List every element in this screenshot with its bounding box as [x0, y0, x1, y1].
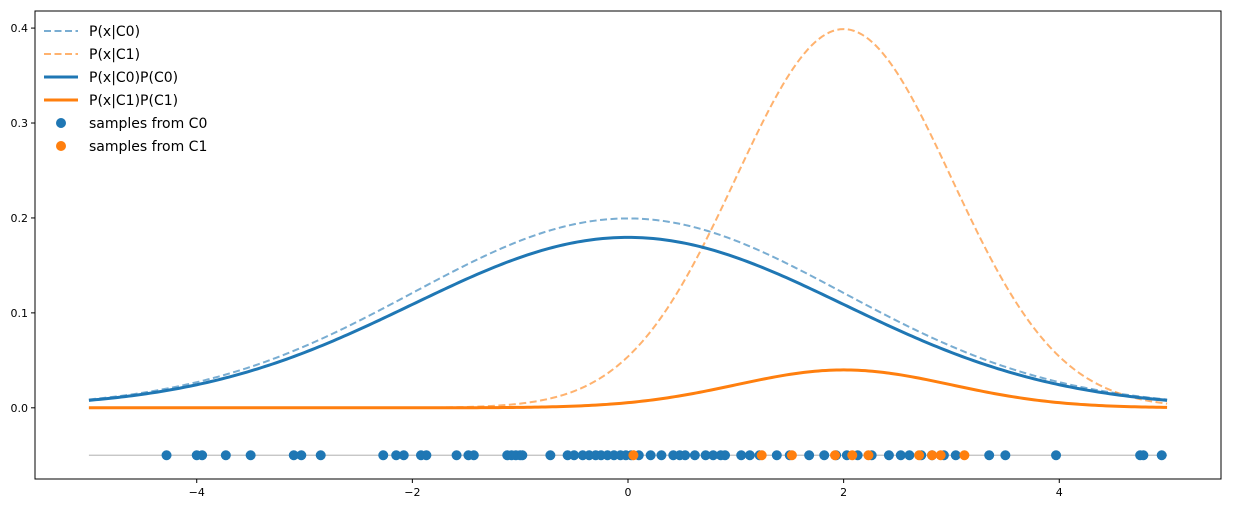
x-tick-label: −2	[404, 486, 420, 499]
series-line-2	[88, 28, 1168, 409]
legend: P(x|C0) P(x|C1) P(x|C0)P(C0) P(x|C1)P(C1) sa…	[44, 24, 207, 155]
sample-point-c0-35	[645, 450, 656, 461]
legend-label-4: P(x|C1)P(C1)	[89, 93, 178, 109]
sample-point-c0-4	[220, 450, 231, 461]
sample-point-c0-14	[451, 450, 462, 461]
sample-point-c1-7	[914, 450, 925, 461]
x-tick-label: 4	[1056, 486, 1063, 499]
sample-point-c0-24	[569, 450, 580, 461]
sample-point-c0-8	[315, 450, 326, 461]
x-tick-label: 2	[840, 486, 847, 499]
sample-point-c0-63	[984, 450, 995, 461]
sample-point-c1-8	[927, 450, 938, 461]
sample-point-c0-9	[378, 450, 389, 461]
sample-point-c0-67	[1138, 450, 1149, 461]
sample-point-c0-42	[708, 450, 719, 461]
sample-point-c0-6	[288, 450, 299, 461]
x-tick-label: 0	[625, 486, 632, 499]
sample-point-c0-64	[1000, 450, 1011, 461]
x-tick-label: −4	[189, 486, 205, 499]
legend-label-3: P(x|C0)P(C0)	[89, 70, 178, 86]
legend-swatch-6	[56, 141, 66, 151]
curves	[88, 28, 1168, 456]
sample-point-c0-68	[1156, 450, 1167, 461]
series-line-3	[88, 235, 1168, 402]
sample-point-c0-45	[736, 450, 747, 461]
sample-point-c0-48	[771, 450, 782, 461]
sample-point-c0-7	[296, 450, 307, 461]
sample-point-c0-39	[680, 450, 691, 461]
sample-point-c0-36	[656, 450, 667, 461]
sample-point-c1-10	[959, 450, 970, 461]
sample-point-c0-41	[700, 450, 711, 461]
sample-point-c0-44	[720, 450, 731, 461]
sample-point-c0-46	[744, 450, 755, 461]
y-tick-label: 0.1	[11, 307, 29, 320]
y-tick-label: 0.0	[11, 402, 29, 415]
sample-points	[161, 450, 1167, 461]
sample-point-c1-3	[786, 450, 797, 461]
series-line-1	[88, 217, 1168, 401]
sample-point-c0-10	[391, 450, 402, 461]
sample-point-c0-62	[950, 450, 961, 461]
sample-point-c1-1	[628, 450, 639, 461]
x-axis-ticks: −4 −2 0 2 4	[189, 479, 1063, 499]
sample-point-c0-40	[689, 450, 700, 461]
sample-point-c1-5	[847, 450, 858, 461]
legend-label-2: P(x|C1)	[89, 47, 140, 63]
y-axis-ticks: 0.0 0.1 0.2 0.3 0.4	[11, 22, 35, 415]
legend-swatch-5	[56, 118, 66, 128]
sample-point-c0-3	[197, 450, 208, 461]
legend-label-6: samples from C1	[89, 139, 207, 155]
legend-label-5: samples from C0	[89, 116, 207, 132]
sample-point-c1-2	[756, 450, 767, 461]
sample-point-c0-57	[895, 450, 906, 461]
sample-point-c0-65	[1051, 450, 1062, 461]
sample-point-c0-56	[883, 450, 894, 461]
y-tick-label: 0.2	[11, 212, 29, 225]
sample-point-c1-9	[935, 450, 946, 461]
sample-point-c1-6	[863, 450, 874, 461]
sample-point-c0-21	[517, 450, 528, 461]
y-tick-label: 0.4	[11, 22, 29, 35]
legend-label-1: P(x|C0)	[89, 24, 140, 40]
y-tick-label: 0.3	[11, 117, 29, 130]
sample-point-c0-13	[421, 450, 432, 461]
series-line-4	[88, 368, 1168, 410]
sample-point-c0-11	[398, 450, 409, 461]
sample-point-c0-5	[245, 450, 256, 461]
sample-point-c0-51	[819, 450, 830, 461]
sample-point-c0-22	[545, 450, 556, 461]
sample-point-c0-1	[161, 450, 172, 461]
sample-point-c0-58	[904, 450, 915, 461]
sample-point-c0-50	[804, 450, 815, 461]
sample-point-c1-4	[830, 450, 841, 461]
sample-point-c0-16	[468, 450, 479, 461]
